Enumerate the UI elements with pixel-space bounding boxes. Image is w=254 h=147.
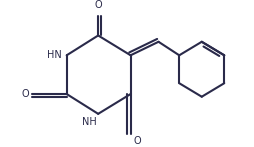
Text: NH: NH (82, 117, 96, 127)
Text: O: O (133, 136, 141, 146)
Text: O: O (94, 0, 102, 10)
Text: HN: HN (47, 50, 62, 60)
Text: O: O (21, 89, 29, 99)
